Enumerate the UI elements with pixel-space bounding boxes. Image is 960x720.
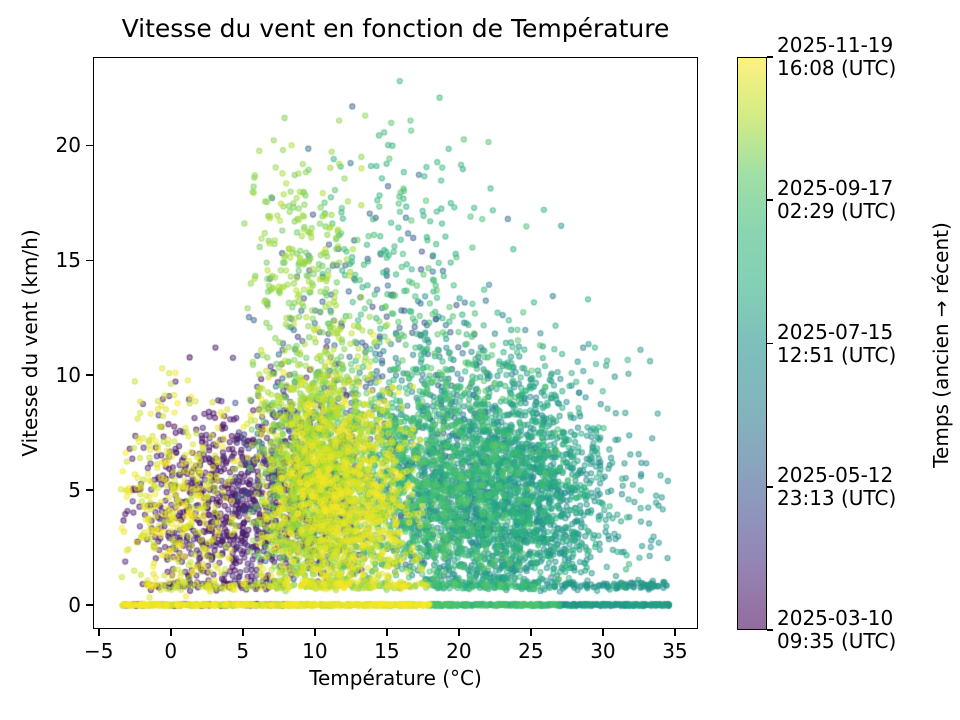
colorbar-tick-line: 2025-03-10 <box>777 606 894 630</box>
x-tick-label: −5 <box>84 639 114 663</box>
y-tick-label: 20 <box>55 133 81 158</box>
colorbar-tick-mark <box>767 199 773 202</box>
x-axis-label: Température (°C) <box>309 666 482 690</box>
x-tick-mark <box>602 629 604 636</box>
colorbar-tick-line: 09:35 (UTC) <box>777 629 897 653</box>
x-tick-mark <box>674 629 676 636</box>
x-tick-mark <box>314 629 316 636</box>
colorbar-tick-line: 2025-11-19 <box>777 33 894 57</box>
y-tick-label: 15 <box>55 248 81 273</box>
chart-title: Vitesse du vent en fonction de Températu… <box>121 14 670 43</box>
colorbar-tick-label: 2025-09-17 02:29 (UTC) <box>777 177 896 223</box>
x-tick-label: 20 <box>446 639 472 663</box>
colorbar-label: Temps (ancien → récent) <box>929 222 953 468</box>
colorbar-tick-line: 23:13 (UTC) <box>777 485 897 510</box>
colorbar-tick-line: 16:08 (UTC) <box>777 56 897 80</box>
x-tick-label: 30 <box>590 639 616 663</box>
scatter-points-canvas <box>93 57 698 629</box>
colorbar-tick-mark <box>767 485 773 488</box>
colorbar-tick-label: 2025-03-10 09:35 (UTC) <box>777 607 896 653</box>
x-tick-label: 0 <box>164 639 178 663</box>
colorbar-tick-line: 2025-09-17 <box>777 176 894 201</box>
x-tick-mark <box>242 629 244 636</box>
colorbar-tick-label: 2025-11-19 16:08 (UTC) <box>777 34 896 80</box>
colorbar-tick-line: 2025-07-15 <box>777 319 894 344</box>
x-tick-mark <box>530 629 532 636</box>
y-tick-label: 10 <box>55 363 81 388</box>
colorbar-gradient <box>737 57 767 630</box>
colorbar-tick-label: 2025-07-15 12:51 (UTC) <box>777 319 897 367</box>
x-tick-mark <box>169 629 172 636</box>
x-tick-mark <box>386 629 388 636</box>
y-tick-mark <box>86 374 93 376</box>
x-tick-label: 5 <box>236 639 250 663</box>
x-tick-label: 15 <box>374 639 400 663</box>
colorbar-tick-label: 2025-05-12 23:13 (UTC) <box>777 462 897 510</box>
colorbar-tick-line: 2025-05-12 <box>777 462 894 487</box>
x-tick-label: 10 <box>302 639 328 663</box>
colorbar-tick-mark <box>767 629 773 631</box>
colorbar-tick-mark <box>767 342 773 345</box>
y-tick-mark <box>86 259 93 262</box>
colorbar-tick-line: 12:51 (UTC) <box>777 342 897 367</box>
x-tick-label: 25 <box>518 639 544 663</box>
x-tick-mark <box>97 629 100 636</box>
x-tick-label: 35 <box>662 639 688 663</box>
y-tick-mark <box>86 489 93 491</box>
x-tick-mark <box>458 629 460 636</box>
colorbar-tick-mark <box>767 56 773 58</box>
y-tick-mark <box>86 604 93 606</box>
colorbar-tick-line: 02:29 (UTC) <box>777 199 897 224</box>
y-tick-label: 0 <box>68 592 81 617</box>
y-tick-mark <box>86 144 93 147</box>
y-tick-label: 5 <box>68 478 81 503</box>
